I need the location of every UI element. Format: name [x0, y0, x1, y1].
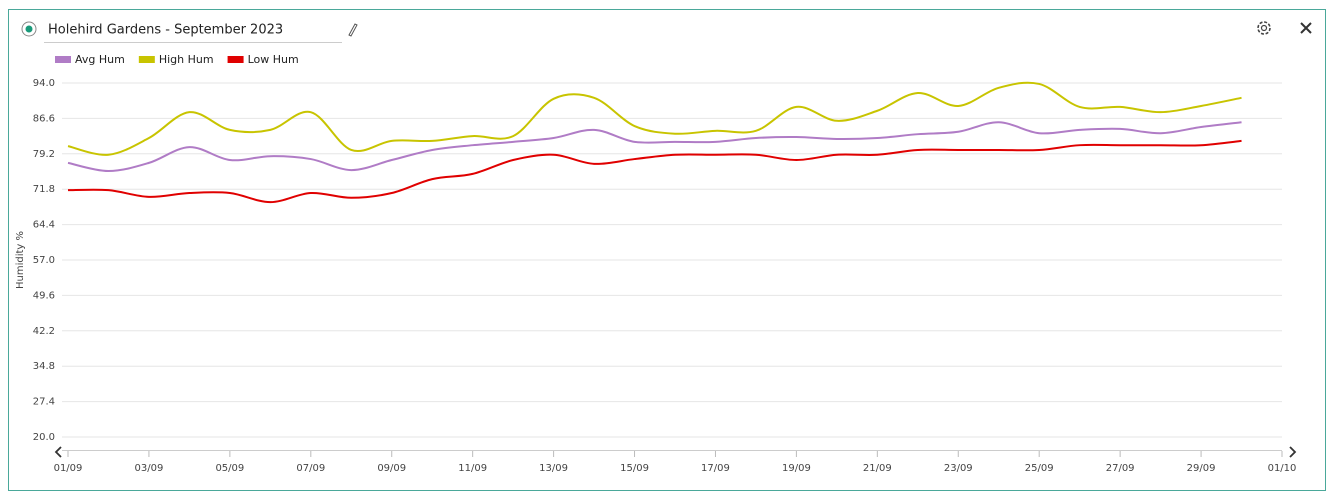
x-tick-label: 29/09	[1187, 463, 1216, 474]
x-tick-label: 19/09	[782, 463, 811, 474]
x-tick-label: 03/09	[135, 463, 164, 474]
x-tick-label: 27/09	[1106, 463, 1135, 474]
next-arrow[interactable]	[1289, 446, 1297, 458]
x-tick-label: 25/09	[1025, 463, 1054, 474]
x-tick-label: 21/09	[863, 463, 892, 474]
y-tick-label: 42.2	[33, 326, 55, 337]
radio-dot	[25, 25, 33, 33]
legend-swatch	[227, 56, 244, 63]
y-tick-label: 57.0	[33, 255, 55, 266]
y-tick-label: 34.8	[33, 361, 55, 372]
x-tick-label: 11/09	[458, 463, 487, 474]
y-tick-label: 86.6	[33, 113, 55, 124]
close-icon[interactable]	[1300, 22, 1312, 34]
y-tick-label: 94.0	[33, 78, 55, 89]
x-tick-label: 01/10	[1268, 463, 1297, 474]
legend-swatch	[138, 56, 155, 63]
x-tick-label: 07/09	[296, 463, 325, 474]
y-tick-label: 64.4	[33, 220, 55, 231]
x-tick-label: 09/09	[377, 463, 406, 474]
x-tick-label: 23/09	[944, 463, 973, 474]
frame	[8, 9, 1326, 491]
legend-label: High Hum	[159, 53, 214, 66]
chart-title: Holehird Gardens - September 2023	[48, 23, 283, 38]
x-tick-label: 17/09	[701, 463, 730, 474]
x-tick-label: 01/09	[54, 463, 83, 474]
x-tick-label: 05/09	[215, 463, 244, 474]
line-series	[67, 121, 1242, 173]
y-tick-label: 27.4	[33, 397, 55, 408]
y-tick-label: 49.6	[33, 290, 55, 301]
settings-icon[interactable]	[1257, 21, 1271, 35]
y-tick-label: 71.8	[33, 184, 55, 195]
x-tick-label: 13/09	[539, 463, 568, 474]
legend-label: Avg Hum	[75, 53, 125, 66]
y-tick-label: 20.0	[33, 432, 55, 443]
prev-arrow[interactable]	[54, 446, 62, 458]
y-axis-label: Humidity %	[15, 231, 26, 289]
line-series	[67, 81, 1242, 156]
y-tick-label: 79.2	[33, 149, 55, 160]
legend-swatch	[55, 56, 71, 63]
x-tick-label: 15/09	[620, 463, 649, 474]
line-series	[67, 139, 1242, 204]
legend-label: Low Hum	[248, 53, 299, 66]
edit-icon[interactable]	[348, 23, 358, 37]
